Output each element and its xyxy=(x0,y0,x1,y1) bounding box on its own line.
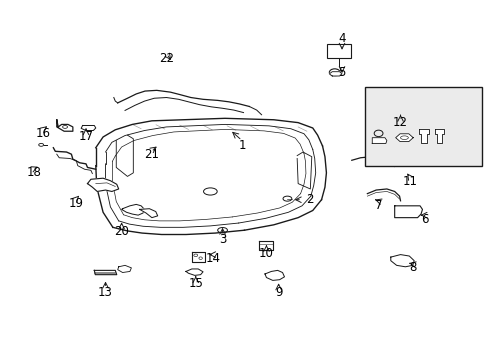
Text: 21: 21 xyxy=(144,148,159,161)
Polygon shape xyxy=(394,206,422,218)
Text: 17: 17 xyxy=(79,130,93,144)
Polygon shape xyxy=(395,134,412,141)
Text: 18: 18 xyxy=(26,166,41,179)
Polygon shape xyxy=(140,209,158,218)
Text: 1: 1 xyxy=(238,139,245,152)
Text: 14: 14 xyxy=(205,252,220,265)
Text: 4: 4 xyxy=(338,32,345,45)
Polygon shape xyxy=(87,178,119,192)
Polygon shape xyxy=(118,265,131,273)
Polygon shape xyxy=(418,129,428,143)
Polygon shape xyxy=(94,270,117,275)
Text: 6: 6 xyxy=(420,213,428,226)
Polygon shape xyxy=(371,138,386,143)
Text: 22: 22 xyxy=(159,51,174,64)
Polygon shape xyxy=(390,255,413,267)
Bar xyxy=(327,44,350,58)
Text: 13: 13 xyxy=(98,287,113,300)
Text: 5: 5 xyxy=(338,66,345,79)
Text: 8: 8 xyxy=(408,261,416,274)
Text: 9: 9 xyxy=(274,287,282,300)
Text: 10: 10 xyxy=(259,247,273,260)
Polygon shape xyxy=(191,252,204,262)
Text: 19: 19 xyxy=(69,197,83,210)
Polygon shape xyxy=(81,126,96,131)
Text: 7: 7 xyxy=(374,199,382,212)
Polygon shape xyxy=(259,241,272,250)
Polygon shape xyxy=(434,129,444,143)
Text: 16: 16 xyxy=(36,127,51,140)
Text: 15: 15 xyxy=(188,278,203,291)
Text: 12: 12 xyxy=(392,116,407,129)
Text: 2: 2 xyxy=(306,193,313,206)
Polygon shape xyxy=(329,72,341,76)
Text: 3: 3 xyxy=(219,233,226,246)
Polygon shape xyxy=(122,204,144,215)
Bar xyxy=(365,87,482,166)
Polygon shape xyxy=(264,270,284,280)
Text: 20: 20 xyxy=(114,225,129,238)
Polygon shape xyxy=(185,269,203,275)
Text: 11: 11 xyxy=(402,175,417,188)
